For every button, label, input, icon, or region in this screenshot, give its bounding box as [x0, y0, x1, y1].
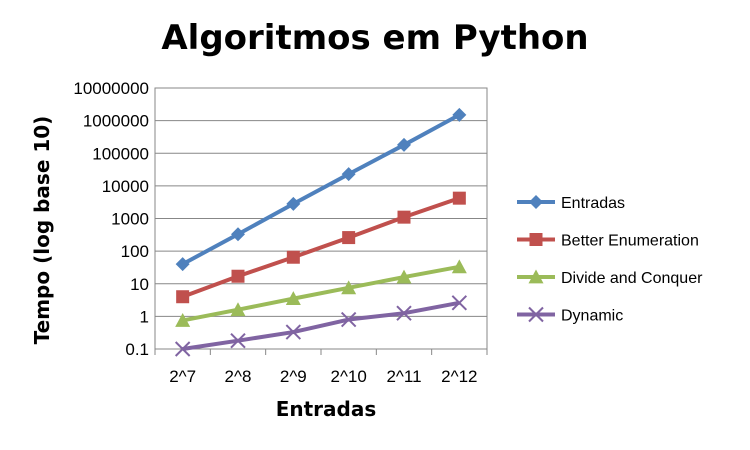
y-tick-label: 1000000	[83, 112, 149, 131]
x-axis-title: Entradas	[275, 397, 377, 421]
legend-marker	[529, 195, 543, 209]
data-point	[286, 196, 301, 211]
series-line	[181, 196, 460, 299]
y-tick-label: 10000000	[73, 79, 149, 98]
data-point	[452, 191, 466, 205]
y-tick-label: 100000	[92, 144, 149, 163]
legend-marker	[528, 269, 544, 284]
legend-marker	[528, 306, 544, 323]
data-point	[286, 250, 300, 264]
data-point	[175, 312, 191, 327]
data-point	[396, 269, 412, 284]
data-point	[396, 305, 412, 321]
data-point	[174, 341, 191, 357]
data-point	[285, 324, 302, 340]
y-tick-label: 0.1	[125, 340, 149, 359]
data-point	[230, 332, 246, 349]
data-point	[175, 257, 190, 272]
x-tick-label: 2^7	[169, 367, 196, 386]
data-point	[397, 137, 411, 152]
data-point	[230, 302, 246, 317]
y-tick-label: 1000	[111, 210, 149, 229]
chart-title: Algoritmos em Python	[161, 18, 589, 58]
legend-label: Better Enumeration	[561, 233, 699, 250]
x-tick-label: 2^12	[441, 367, 477, 386]
x-tick-label: 2^9	[280, 367, 307, 386]
data-point	[285, 291, 301, 305]
x-tick-label: 2^10	[330, 367, 366, 386]
data-point	[342, 231, 356, 245]
data-point	[397, 210, 411, 224]
x-tick-label: 2^8	[225, 367, 252, 386]
data-point	[231, 269, 245, 283]
data-point	[340, 311, 357, 328]
series-line	[182, 300, 460, 351]
legend-label: Divide and Conquer	[561, 270, 703, 287]
y-tick-label: 10000	[102, 177, 149, 196]
legend-label: Entradas	[561, 195, 625, 212]
legend-label: Dynamic	[561, 308, 623, 325]
y-tick-label: 100	[121, 242, 149, 261]
data-point	[452, 107, 467, 122]
series-line	[182, 264, 460, 323]
data-point	[231, 227, 245, 242]
x-tick-label: 2^11	[386, 367, 421, 386]
data-point	[341, 280, 357, 295]
data-point	[176, 290, 190, 304]
series-line	[181, 113, 461, 266]
legend-marker	[529, 233, 543, 246]
data-point	[451, 259, 467, 274]
data-point	[451, 295, 468, 311]
y-tick-label: 1	[140, 307, 149, 326]
data-point	[341, 167, 356, 182]
y-tick-label: 10	[130, 275, 149, 294]
